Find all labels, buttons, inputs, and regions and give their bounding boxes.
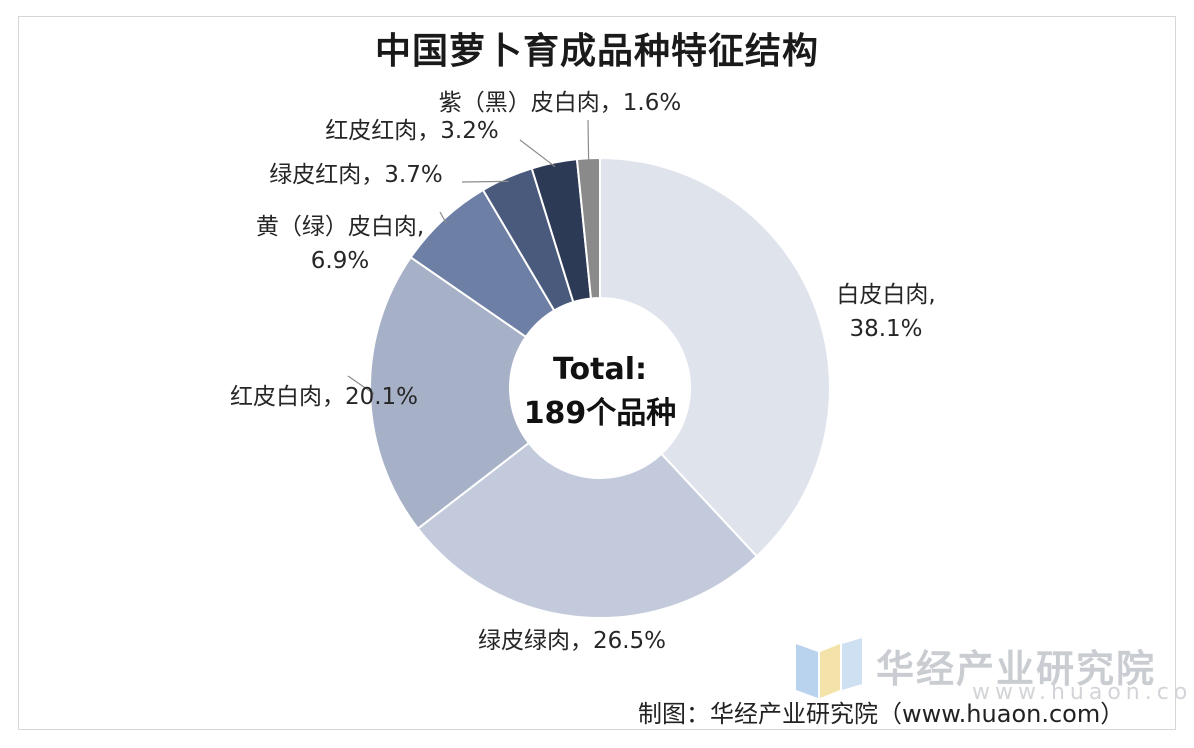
watermark-name: 华经产业研究院 bbox=[876, 647, 1157, 691]
leader-line-4 bbox=[439, 211, 447, 223]
slice-7 bbox=[575, 156, 601, 300]
slice-label-4: 黄（绿）皮白肉, 6.9% bbox=[256, 214, 424, 274]
center-count-label: 189个品种 bbox=[524, 396, 677, 431]
leader-line-5 bbox=[461, 180, 509, 183]
slice-label-2: 绿皮绿肉，26.5% bbox=[478, 628, 666, 654]
slice-label-6: 红皮红肉，3.2% bbox=[325, 118, 498, 144]
leader-line-7 bbox=[587, 119, 590, 163]
slice-label-5: 绿皮红肉，3.7% bbox=[269, 162, 442, 188]
slice-label-1: 白皮白肉, 38.1% bbox=[836, 282, 935, 342]
leader-line-6 bbox=[519, 139, 556, 168]
watermark-logo bbox=[796, 638, 862, 698]
slice-1 bbox=[599, 156, 831, 558]
center-total-label: Total: bbox=[553, 352, 647, 387]
slice-2 bbox=[416, 441, 759, 619]
source-note: 制图：华经产业研究院（www.huaon.com） bbox=[638, 700, 1125, 728]
slice-label-3: 红皮白肉，20.1% bbox=[230, 384, 418, 410]
watermark-url: www.huaon.com bbox=[972, 680, 1194, 705]
leader-line-3 bbox=[347, 375, 375, 395]
slice-label-7: 紫（黑）皮白肉，1.6% bbox=[439, 90, 681, 116]
slice-3 bbox=[369, 255, 531, 530]
chart-title: 中国萝卜育成品种特征结构 bbox=[374, 30, 819, 72]
